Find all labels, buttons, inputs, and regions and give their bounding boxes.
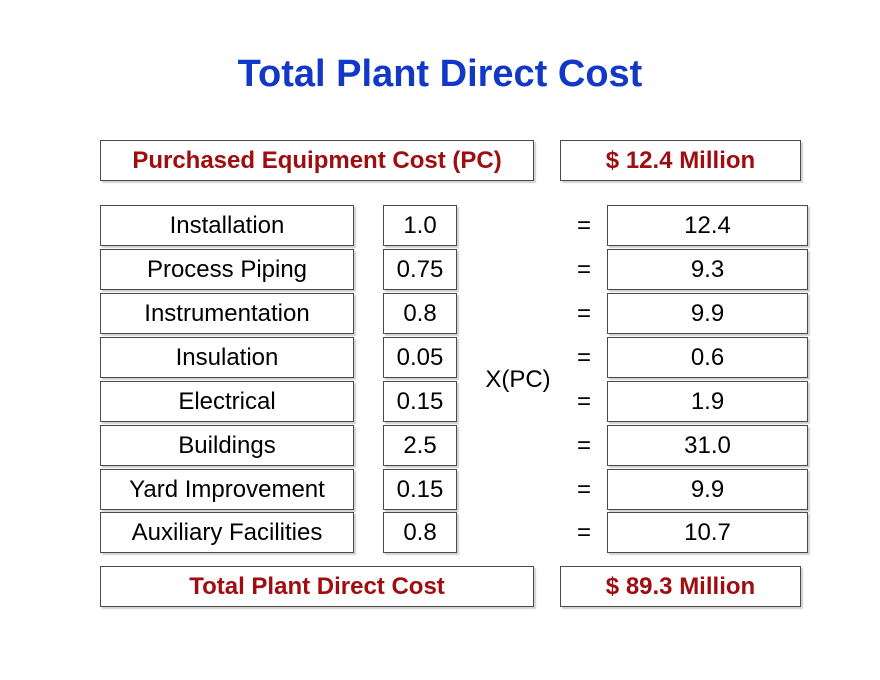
row-cost: 9.9: [607, 469, 808, 510]
total-cost-label: Total Plant Direct Cost: [100, 566, 534, 607]
row-name: Process Piping: [100, 249, 354, 290]
row-cost: 9.9: [607, 293, 808, 334]
purchased-equipment-cost-value: $ 12.4 Million: [560, 140, 801, 181]
equals-sign: =: [576, 299, 591, 327]
row-name: Buildings: [100, 425, 354, 466]
row-cost: 9.3: [607, 249, 808, 290]
row-name: Instrumentation: [100, 293, 354, 334]
row-cost: 10.7: [607, 512, 808, 553]
purchased-equipment-cost-label: Purchased Equipment Cost (PC): [100, 140, 534, 181]
row-name: Installation: [100, 205, 354, 246]
equals-sign: =: [576, 343, 591, 371]
row-cost: 0.6: [607, 337, 808, 378]
equals-sign: =: [576, 387, 591, 415]
row-cost: 12.4: [607, 205, 808, 246]
row-factor: 0.15: [383, 469, 457, 510]
equals-sign: =: [576, 431, 591, 459]
row-name: Auxiliary Facilities: [100, 512, 354, 553]
row-name: Yard Improvement: [100, 469, 354, 510]
row-factor: 0.15: [383, 381, 457, 422]
row-cost: 31.0: [607, 425, 808, 466]
row-factor: 0.8: [383, 293, 457, 334]
row-factor: 0.75: [383, 249, 457, 290]
row-factor: 0.05: [383, 337, 457, 378]
row-name: Insulation: [100, 337, 354, 378]
row-name: Electrical: [100, 381, 354, 422]
row-factor: 0.8: [383, 512, 457, 553]
row-cost: 1.9: [607, 381, 808, 422]
equals-sign: =: [576, 255, 591, 283]
multiplier-label: X(PC): [485, 366, 551, 393]
row-factor: 1.0: [383, 205, 457, 246]
page-title: Total Plant Direct Cost: [237, 53, 643, 95]
total-cost-value: $ 89.3 Million: [560, 566, 801, 607]
equals-sign: =: [576, 211, 591, 239]
row-factor: 2.5: [383, 425, 457, 466]
equals-sign: =: [576, 475, 591, 503]
equals-sign: =: [576, 518, 591, 546]
